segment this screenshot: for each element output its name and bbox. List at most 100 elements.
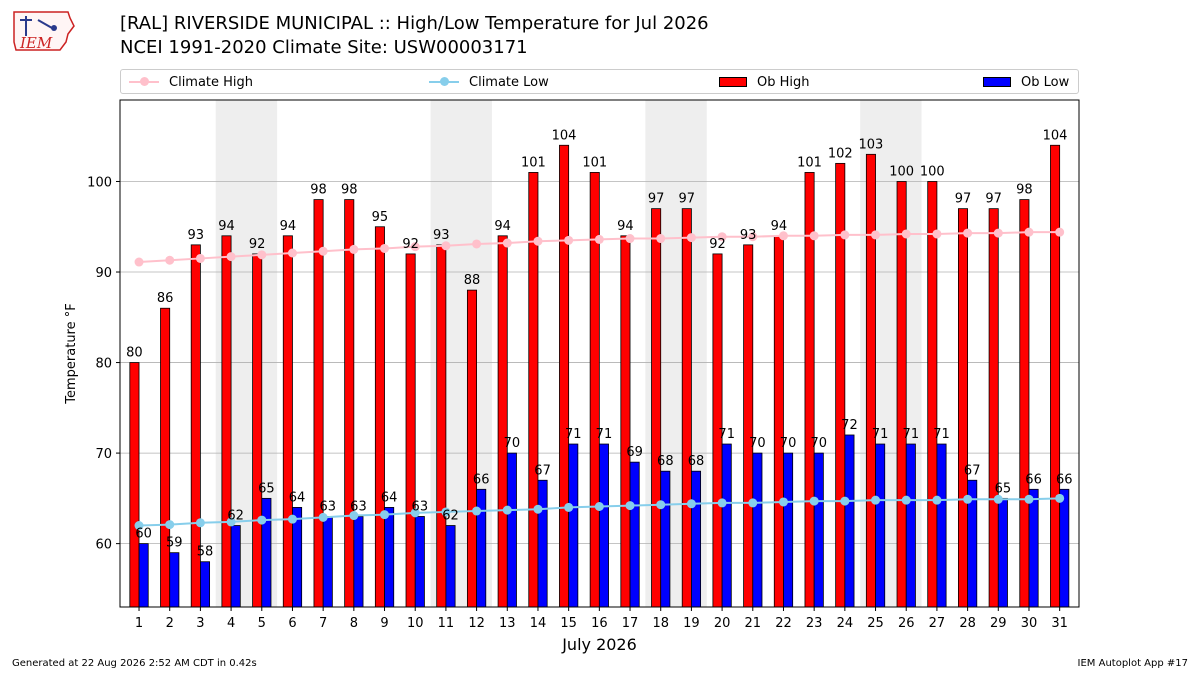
ob-high-value-label: 94	[280, 219, 297, 234]
climate-high-point	[380, 243, 390, 253]
ob-high-value-label: 88	[464, 273, 481, 288]
x-tick-label: 4	[227, 616, 235, 631]
ob-low-swatch	[983, 77, 1011, 87]
iowa-map-icon: IEM	[13, 11, 75, 52]
ob-low-value-label: 64	[289, 490, 306, 505]
climate-low-point	[932, 495, 942, 505]
ob-high-value-label: 95	[372, 210, 389, 225]
ob-high-bar	[927, 181, 938, 608]
ob-high-value-label: 100	[889, 164, 914, 179]
ob-low-value-label: 70	[504, 436, 521, 451]
climate-low-point	[380, 510, 390, 520]
climate-high-point	[195, 253, 205, 263]
ob-low-bar	[414, 516, 425, 608]
x-tick-label: 31	[1051, 616, 1068, 631]
y-tick-label: 80	[95, 357, 112, 372]
climate-high-point	[686, 233, 696, 243]
ob-high-value-label: 104	[1043, 128, 1068, 143]
y-tick-label: 70	[95, 447, 112, 462]
x-tick-label: 13	[499, 616, 516, 631]
ob-high-value-label: 80	[126, 346, 143, 361]
ob-low-value-label: 59	[166, 536, 183, 551]
climate-low-point	[441, 507, 451, 517]
ob-low-bar	[230, 525, 241, 608]
ob-high-swatch	[719, 77, 747, 87]
climate-high-swatch	[129, 77, 159, 86]
x-tick-label: 25	[867, 616, 884, 631]
iem-logo: IEM	[8, 6, 78, 60]
ob-low-bar	[598, 443, 609, 608]
ob-high-bar	[160, 307, 171, 608]
climate-low-point	[625, 501, 635, 511]
climate-high-point	[226, 252, 236, 262]
ob-low-value-label: 71	[718, 427, 735, 442]
x-tick-label: 5	[258, 616, 266, 631]
climate-high-point	[564, 235, 574, 245]
legend-climate-high-label: Climate High	[169, 74, 254, 90]
climate-high-point	[656, 234, 666, 244]
ob-high-value-label: 92	[402, 237, 419, 252]
climate-low-point	[533, 504, 543, 514]
climate-high-point	[717, 232, 727, 242]
climate-high-point	[809, 231, 819, 241]
climate-low-point	[686, 499, 696, 509]
ob-low-bar	[997, 497, 1008, 608]
climate-low-point	[318, 512, 328, 522]
ob-low-value-label: 70	[749, 436, 766, 451]
ob-low-bar	[721, 443, 732, 608]
ob-low-bar	[1028, 488, 1039, 608]
ob-low-bar	[506, 452, 517, 608]
ob-high-value-label: 97	[648, 192, 665, 207]
climate-high-point	[349, 244, 359, 254]
ob-high-bar	[988, 208, 999, 608]
climate-low-point	[656, 500, 666, 510]
ob-low-bar	[936, 443, 947, 608]
ob-low-bar	[813, 452, 824, 608]
climate-low-swatch	[429, 77, 459, 86]
ob-high-bar	[651, 208, 662, 608]
ob-low-value-label: 66	[1056, 472, 1073, 487]
ob-low-value-label: 71	[933, 427, 950, 442]
ob-high-value-label: 94	[494, 219, 511, 234]
climate-high-point	[287, 248, 297, 258]
climate-high-point	[625, 234, 635, 244]
climate-low-point	[472, 506, 482, 516]
ob-low-value-label: 67	[964, 463, 981, 478]
climate-high-point	[318, 246, 328, 256]
climate-high-point	[472, 239, 482, 249]
x-tick-label: 10	[407, 616, 424, 631]
ob-low-bar	[844, 434, 855, 608]
ob-high-bar	[1019, 199, 1030, 608]
title-line-2: NCEI 1991-2020 Climate Site: USW00003171	[120, 37, 528, 58]
y-tick-label: 90	[95, 266, 112, 281]
app-credit: IEM Autoplot App #17	[1077, 658, 1188, 669]
legend-climate-high: Climate High	[129, 73, 253, 91]
ob-high-bar	[344, 199, 355, 608]
ob-high-value-label: 98	[341, 183, 358, 198]
climate-high-point	[748, 232, 758, 242]
climate-low-point	[778, 497, 788, 507]
climate-low-point	[901, 495, 911, 505]
ob-low-bar	[138, 543, 149, 608]
climate-low-point	[993, 494, 1003, 504]
ob-high-value-label: 94	[771, 219, 788, 234]
climate-high-point	[134, 257, 144, 267]
climate-low-point	[840, 496, 850, 506]
climate-high-point	[441, 241, 451, 251]
ob-low-value-label: 63	[412, 499, 429, 514]
y-tick-label: 60	[95, 538, 112, 553]
y-tick-label: 100	[87, 175, 112, 190]
climate-high-point	[410, 242, 420, 252]
climate-low-point	[287, 514, 297, 524]
ob-high-value-label: 97	[985, 192, 1002, 207]
ob-low-value-label: 66	[473, 472, 490, 487]
ob-high-bar	[466, 289, 477, 608]
climate-high-point	[594, 234, 604, 244]
legend-climate-low-label: Climate Low	[469, 74, 549, 90]
ob-low-value-label: 64	[381, 490, 398, 505]
ob-high-bar	[497, 235, 508, 608]
x-tick-label: 23	[806, 616, 823, 631]
ob-high-bar	[405, 253, 416, 608]
climate-low-point	[871, 495, 881, 505]
ob-low-bar	[322, 516, 333, 608]
